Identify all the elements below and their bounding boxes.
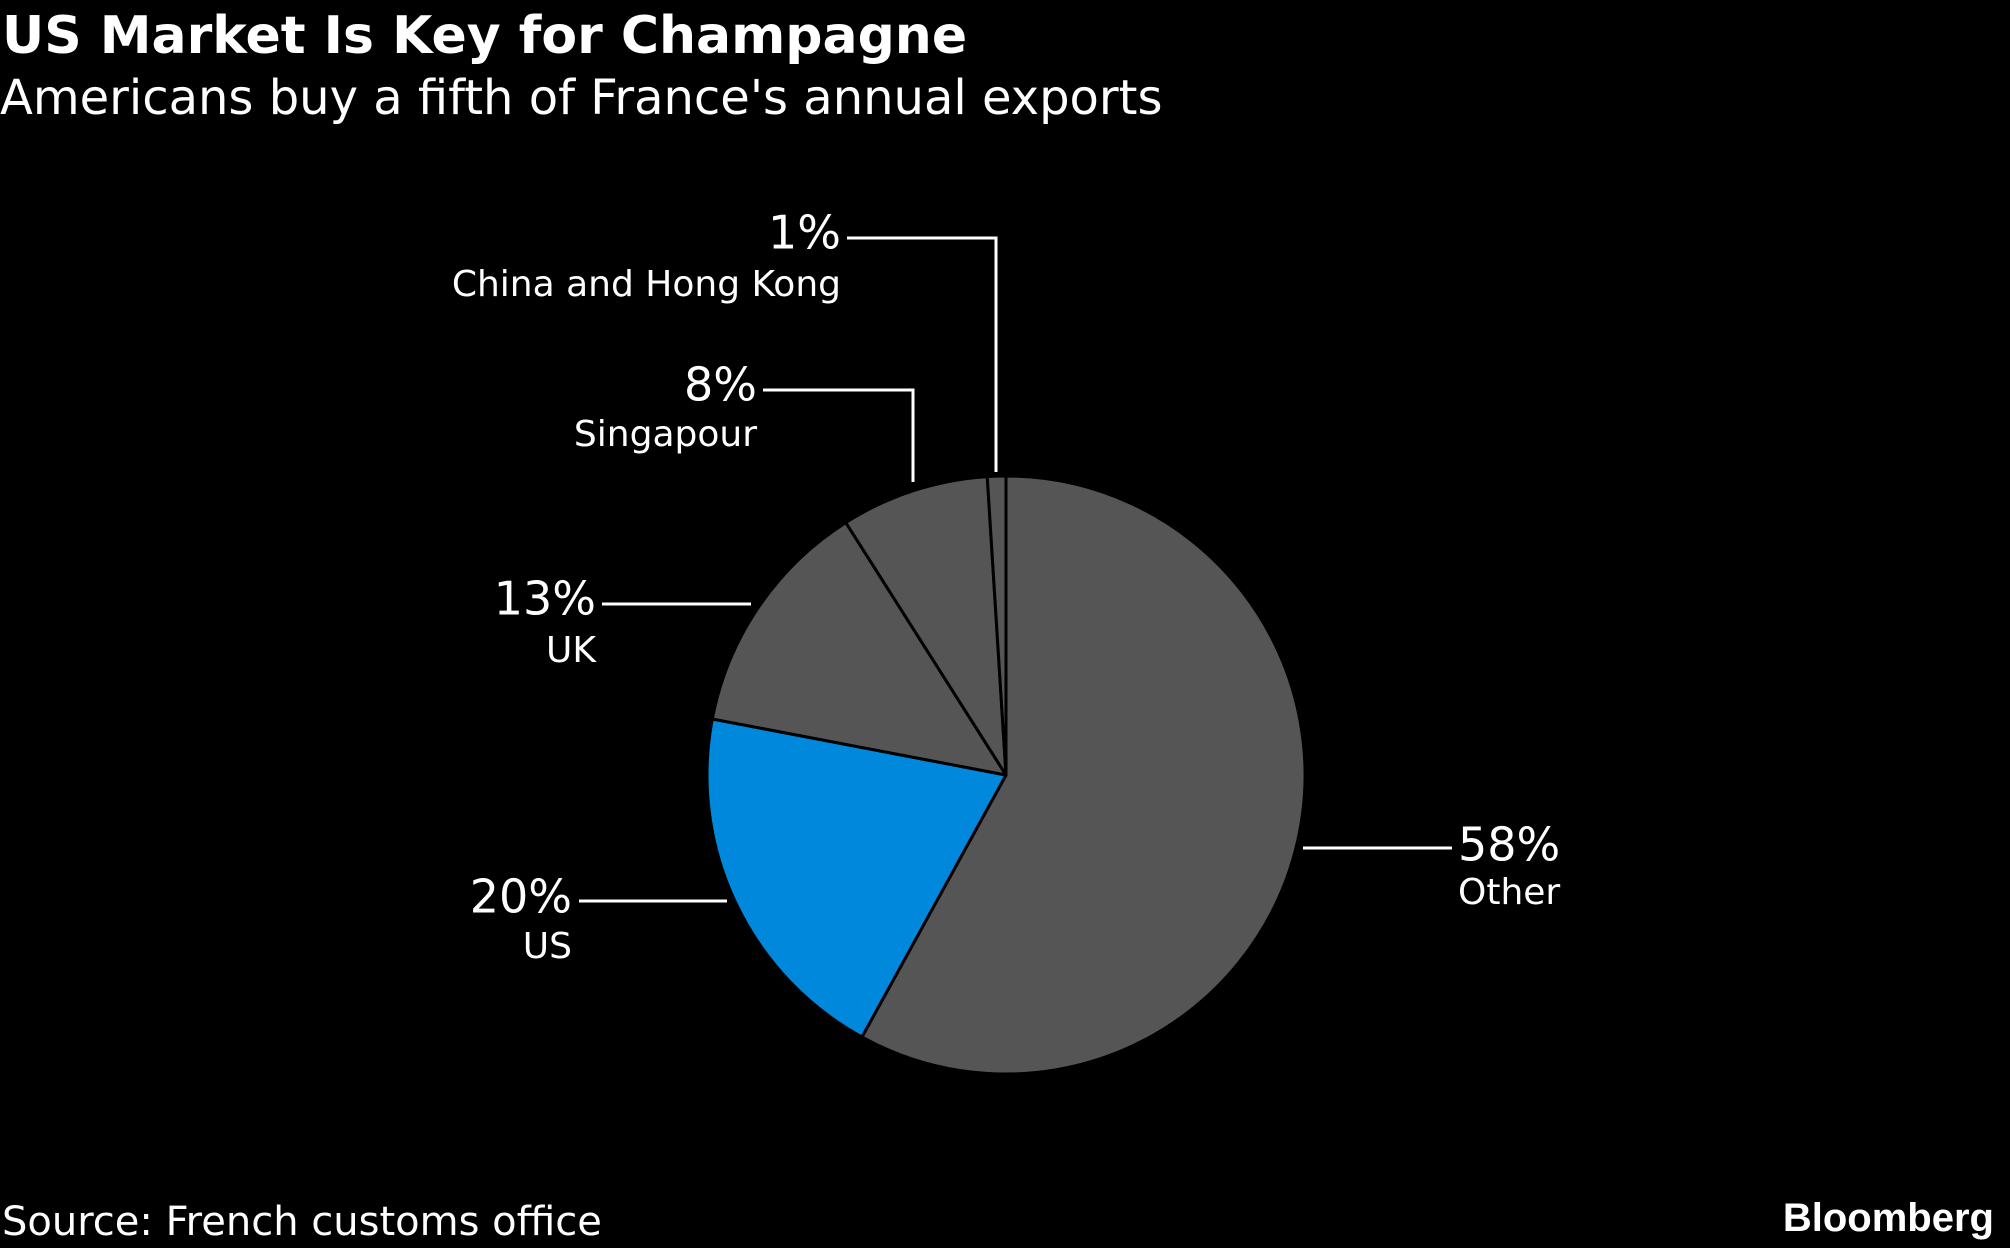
leader-line-singapour [763,388,915,482]
category-label-other: Other [1458,872,1560,913]
chart-title: US Market Is Key for Champagne [2,6,968,66]
pie-labels: 58%Other 20%US 13%UK 8%Singapour 1%China and… [452,206,1561,968]
bloomberg-logo: Bloomberg [1782,1196,1994,1240]
source-note: Source: French customs office [2,1199,602,1245]
data-label-other: 58% [1458,818,1560,872]
pie-slices [705,474,1307,1076]
pie-slice-us [705,717,1008,1039]
data-label-us: 20% [470,870,572,924]
pie-slice-china-and-hong-kong [985,474,1008,777]
category-label-uk: UK [546,630,597,671]
leader-line-china-and-hong-kong [847,236,998,472]
category-label-us: US [523,926,572,967]
data-label-singapour: 8% [684,358,757,412]
pie-slice-uk [710,521,1008,777]
data-label-china-and-hong-kong: 1% [768,206,841,260]
pie-slice-other [860,474,1307,1076]
category-label-china-and-hong-kong: China and Hong Kong [452,264,841,305]
data-label-uk: 13% [494,572,596,626]
category-label-singapour: Singapour [574,414,757,455]
pie-slice-singapour [844,475,1008,777]
chart-subtitle: Americans buy a fifth of France's annual… [0,70,1163,126]
